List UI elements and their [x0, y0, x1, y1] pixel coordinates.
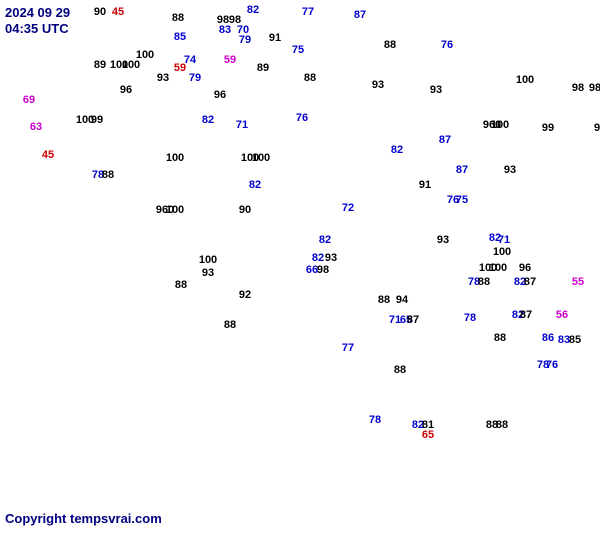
- data-point: 88: [478, 276, 490, 288]
- data-point: 100: [199, 254, 217, 266]
- data-point: 88: [494, 332, 506, 344]
- header-date: 2024 09 29: [5, 5, 70, 21]
- data-point: 91: [269, 32, 281, 44]
- data-point: 86: [542, 332, 554, 344]
- data-point: 92: [239, 289, 251, 301]
- data-point: 91: [419, 179, 431, 191]
- data-point: 77: [302, 6, 314, 18]
- data-point: 87: [524, 276, 536, 288]
- data-point: 100: [516, 74, 534, 86]
- data-point: 94: [396, 294, 408, 306]
- timestamp-header: 2024 09 29 04:35 UTC: [5, 5, 70, 36]
- data-point: 93: [437, 234, 449, 246]
- data-point: 100: [122, 59, 140, 71]
- data-point: 88: [394, 364, 406, 376]
- data-point: 87: [439, 134, 451, 146]
- data-point: 100: [166, 152, 184, 164]
- data-point: 77: [342, 342, 354, 354]
- copyright-footer: Copyright tempsvrai.com: [5, 511, 162, 526]
- data-point: 85: [569, 334, 581, 346]
- data-point: 96: [519, 262, 531, 274]
- data-point: 87: [456, 164, 468, 176]
- data-point: 71: [498, 234, 510, 246]
- data-point: 63: [30, 121, 42, 133]
- data-point: 9: [594, 122, 600, 134]
- data-point: 100: [166, 204, 184, 216]
- data-point: 89: [94, 59, 106, 71]
- data-point: 88: [175, 279, 187, 291]
- header-time: 04:35 UTC: [5, 21, 70, 37]
- data-point: 88: [384, 39, 396, 51]
- data-point: 88: [224, 319, 236, 331]
- data-point: 99: [542, 122, 554, 134]
- data-point: 55: [572, 276, 584, 288]
- data-point: 76: [441, 39, 453, 51]
- data-point: 98: [317, 264, 329, 276]
- data-point: 71: [236, 119, 248, 131]
- data-point: 93: [504, 164, 516, 176]
- data-point: 78: [369, 414, 381, 426]
- data-point: 88: [378, 294, 390, 306]
- data-point: 85: [174, 31, 186, 43]
- data-point: 98: [589, 82, 600, 94]
- data-point: 75: [292, 44, 304, 56]
- data-point: 76: [296, 112, 308, 124]
- data-point: 59: [224, 54, 236, 66]
- data-point: 72: [342, 202, 354, 214]
- data-point: 93: [372, 79, 384, 91]
- data-point: 45: [42, 149, 54, 161]
- data-point: 82: [202, 114, 214, 126]
- data-point: 88: [304, 72, 316, 84]
- data-point: 93: [202, 267, 214, 279]
- data-point: 87: [354, 9, 366, 21]
- data-point: 98: [572, 82, 584, 94]
- data-point: 96: [214, 89, 226, 101]
- data-point: 82: [312, 252, 324, 264]
- data-point: 79: [239, 34, 251, 46]
- data-point: 78: [464, 312, 476, 324]
- data-point: 82: [391, 144, 403, 156]
- data-point: 96: [120, 84, 132, 96]
- data-point: 100: [489, 262, 507, 274]
- data-point: 100: [491, 119, 509, 131]
- data-point: 82: [247, 4, 259, 16]
- data-point: 89: [257, 62, 269, 74]
- data-point: 88: [102, 169, 114, 181]
- data-point: 75: [456, 194, 468, 206]
- data-point: 87: [520, 309, 532, 321]
- data-point: 88: [172, 12, 184, 24]
- data-point: 45: [112, 6, 124, 18]
- data-point: 99: [91, 114, 103, 126]
- data-point: 82: [249, 179, 261, 191]
- data-point: 93: [325, 252, 337, 264]
- data-point: 59: [174, 62, 186, 74]
- data-point: 93: [430, 84, 442, 96]
- data-point: 87: [407, 314, 419, 326]
- data-point: 88: [496, 419, 508, 431]
- data-point: 83: [219, 24, 231, 36]
- data-point: 100: [493, 246, 511, 258]
- data-point: 93: [157, 72, 169, 84]
- data-point: 56: [556, 309, 568, 321]
- data-point: 82: [319, 234, 331, 246]
- data-point: 65: [422, 429, 434, 441]
- data-point: 90: [239, 204, 251, 216]
- data-point: 79: [189, 72, 201, 84]
- data-point: 69: [23, 94, 35, 106]
- data-point: 100: [252, 152, 270, 164]
- data-point: 90: [94, 6, 106, 18]
- data-point: 76: [546, 359, 558, 371]
